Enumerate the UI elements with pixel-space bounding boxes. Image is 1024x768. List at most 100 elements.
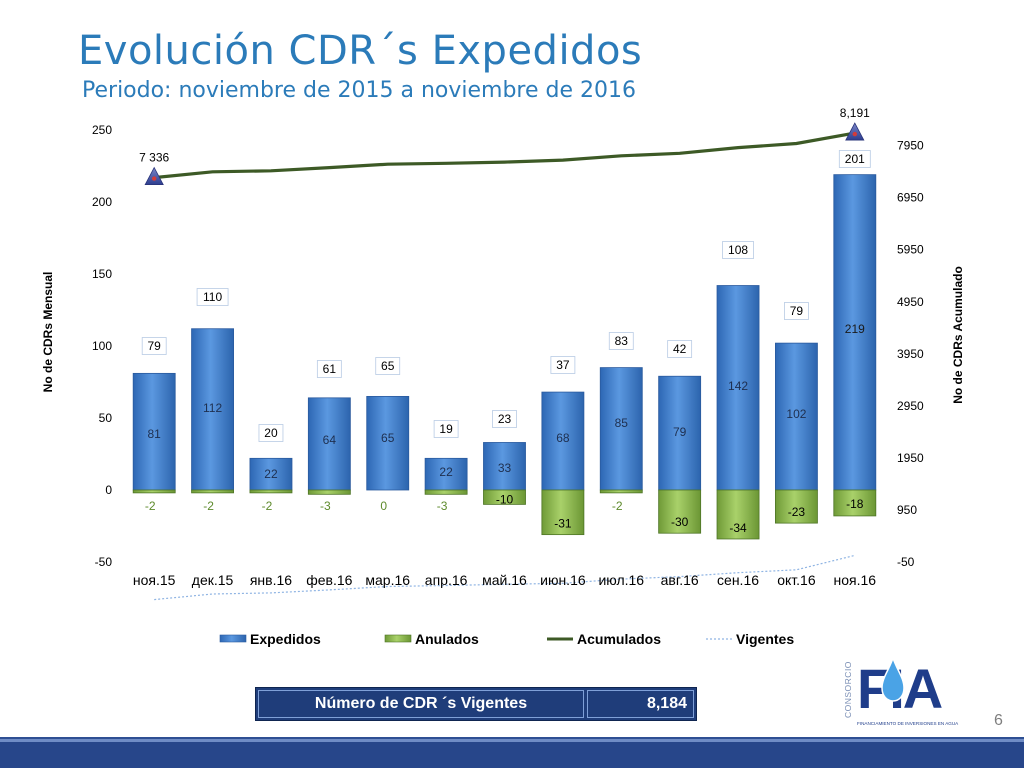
category-label: апр.16 (425, 572, 468, 588)
anulados-bar (658, 489, 702, 534)
expedidos-value-label: 22 (439, 465, 453, 479)
boxed-label-frame (838, 150, 871, 168)
legend-label: Vigentes (736, 631, 794, 647)
legend-label: Expedidos (250, 631, 321, 647)
left-axis: -50 0 50 100 150 200 250 (92, 123, 112, 569)
right-tick-label: 5950 (897, 243, 924, 257)
expedidos-bar (483, 442, 526, 491)
expedidos-value-label: 112 (203, 401, 222, 415)
anulados-value-label: -2 (262, 499, 273, 513)
expedidos-bar (424, 457, 468, 491)
anulados-value-label: -34 (729, 521, 747, 535)
vigentes-summary-label: Número de CDR ´s Vigentes (258, 690, 584, 718)
legend-label: Anulados (415, 631, 479, 647)
anulados-value-label: -30 (671, 515, 689, 529)
boxed-label-frame (433, 420, 459, 438)
expedidos-value-label: 79 (673, 425, 687, 439)
anulados-bar (191, 489, 234, 494)
anulados-bar (307, 489, 351, 495)
left-tick-label: 250 (92, 123, 112, 137)
boxed-value-label: 79 (790, 304, 804, 318)
boxed-label-frame (784, 302, 809, 320)
legend-swatch (384, 634, 412, 643)
expedidos-bar (833, 174, 877, 491)
acumulados-value-label: 7 336 (139, 151, 169, 165)
boxed-label-frame (492, 410, 517, 428)
boxed-label-frame (375, 357, 401, 375)
slide-title: Evolución CDR´s Expedidos (78, 28, 643, 74)
fia-logo: CONSORCIO FIA FINANCIAMIENTO DE INVERSIO… (843, 655, 959, 726)
footer-bar (0, 737, 1024, 768)
expedidos-value-label: 142 (728, 379, 748, 393)
category-label: фев.16 (306, 572, 352, 588)
slide-subtitle: Periodo: noviembre de 2015 a noviembre d… (82, 78, 637, 103)
category-label: сен.16 (717, 572, 759, 588)
right-tick-label: 2950 (897, 399, 924, 413)
expedidos-value-label: 68 (556, 431, 570, 445)
right-tick-label: 1950 (897, 451, 924, 465)
expedidos-value-label: 102 (786, 407, 806, 421)
boxed-value-label: 110 (203, 290, 222, 304)
boxed-value-label: 201 (845, 152, 865, 166)
anulados-value-label: 0 (380, 499, 387, 513)
category-label: ноя.15 (133, 572, 176, 588)
left-tick-label: 50 (99, 411, 113, 425)
right-tick-label: 7950 (897, 139, 924, 153)
anulados-bar (599, 489, 643, 494)
anulados-bar (424, 489, 468, 495)
anulados-value-label: -2 (612, 499, 623, 513)
left-tick-label: -50 (95, 555, 113, 569)
category-label: окт.16 (777, 572, 816, 588)
acumulados-line (154, 131, 856, 180)
bars (132, 174, 877, 540)
boxed-value-label: 108 (728, 243, 748, 257)
anulados-bar (716, 489, 760, 540)
boxed-label-frame (196, 288, 229, 306)
acumulados-marker-dot (852, 131, 858, 137)
left-tick-label: 150 (92, 267, 112, 281)
right-tick-label: 950 (897, 503, 917, 517)
category-label: янв.16 (250, 572, 292, 588)
page-number: 6 (994, 712, 1003, 729)
boxed-value-label: 65 (381, 359, 395, 373)
left-tick-label: 200 (92, 195, 112, 209)
acumulados-marker-dot (151, 176, 157, 181)
anulados-value-label: -10 (496, 492, 514, 506)
expedidos-value-label: 65 (381, 431, 395, 445)
boxed-label-frame (667, 340, 693, 358)
anulados-bar (541, 489, 585, 536)
vigentes-summary-box: Número de CDR ´s Vigentes 8,184 (255, 687, 697, 721)
category-label: июл.16 (598, 572, 644, 588)
boxed-value-label: 61 (323, 362, 337, 376)
expedidos-value-label: 81 (148, 427, 162, 441)
acumulados-marker (144, 166, 164, 185)
boxed-value-label: 79 (148, 339, 162, 353)
left-tick-label: 0 (105, 483, 112, 497)
expedidos-bar (658, 375, 702, 491)
left-tick-label: 100 (92, 339, 112, 353)
boxed-label-frame (141, 337, 167, 355)
expedidos-value-label: 85 (615, 416, 629, 430)
expedidos-bar (191, 328, 234, 491)
right-tick-label: 6950 (897, 191, 924, 205)
expedidos-value-label: 219 (845, 322, 865, 336)
vigentes-line (154, 554, 855, 601)
legend: Expedidos Anulados Acumulados Vigentes (219, 631, 794, 647)
expedidos-bar (307, 397, 351, 491)
logo-tagline: FINANCIAMIENTO DE INVERSIONES EN AGUA (857, 721, 959, 726)
category-label: дек.15 (192, 572, 234, 588)
anulados-value-label: -18 (846, 497, 864, 511)
expedidos-bar (716, 285, 760, 491)
right-tick-label: 4950 (897, 295, 924, 309)
category-axis: ноя.15 дек.15 янв.16 фев.16 мар.16 апр.16 май.… (133, 572, 876, 588)
water-drop-icon (881, 655, 905, 702)
expedidos-bar (249, 457, 293, 491)
anulados-value-label: -3 (320, 499, 331, 513)
left-axis-title: No de CDRs Mensual (41, 272, 55, 393)
legend-label: Acumulados (577, 631, 661, 647)
lines (144, 122, 865, 601)
boxed-value-label: 83 (615, 334, 629, 348)
right-axis: -50 950 1950 2950 3950 4950 5950 6950 7950 (897, 139, 924, 569)
anulados-bar (249, 489, 293, 494)
